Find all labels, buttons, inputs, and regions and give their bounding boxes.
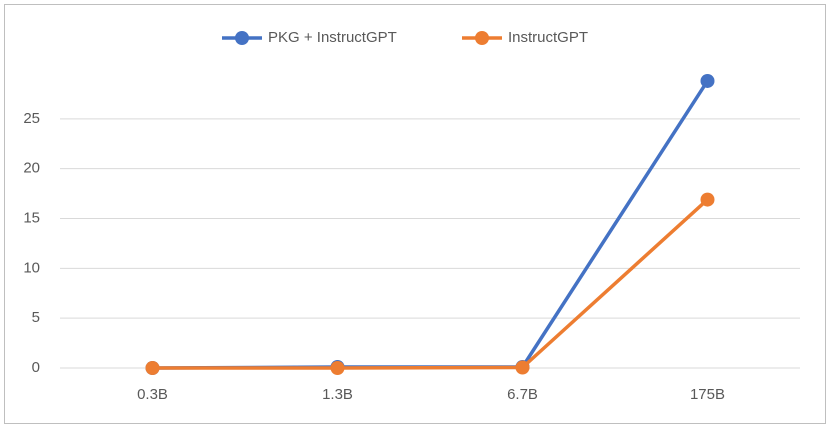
- y-tick-label: 20: [23, 160, 40, 177]
- series-marker: [145, 361, 160, 375]
- y-tick-label: 0: [32, 359, 40, 376]
- y-tick-label: 15: [23, 209, 40, 226]
- series-marker: [515, 360, 530, 375]
- legend-label: InstructGPT: [508, 29, 588, 46]
- x-tick-label: 175B: [690, 386, 725, 403]
- legend-label: PKG + InstructGPT: [268, 29, 397, 46]
- series-marker: [700, 73, 715, 88]
- x-tick-label: 1.3B: [322, 386, 353, 403]
- y-tick-label: 10: [23, 259, 40, 276]
- y-tick-label: 5: [32, 309, 40, 326]
- x-tick-label: 0.3B: [137, 386, 168, 403]
- y-tick-label: 25: [23, 110, 40, 127]
- x-tick-label: 6.7B: [507, 386, 538, 403]
- series-line: [152, 198, 709, 370]
- legend-marker: [475, 31, 489, 45]
- series-marker: [330, 361, 345, 375]
- chart-frame: [4, 4, 826, 424]
- legend-marker: [235, 31, 249, 45]
- series-marker: [700, 192, 715, 207]
